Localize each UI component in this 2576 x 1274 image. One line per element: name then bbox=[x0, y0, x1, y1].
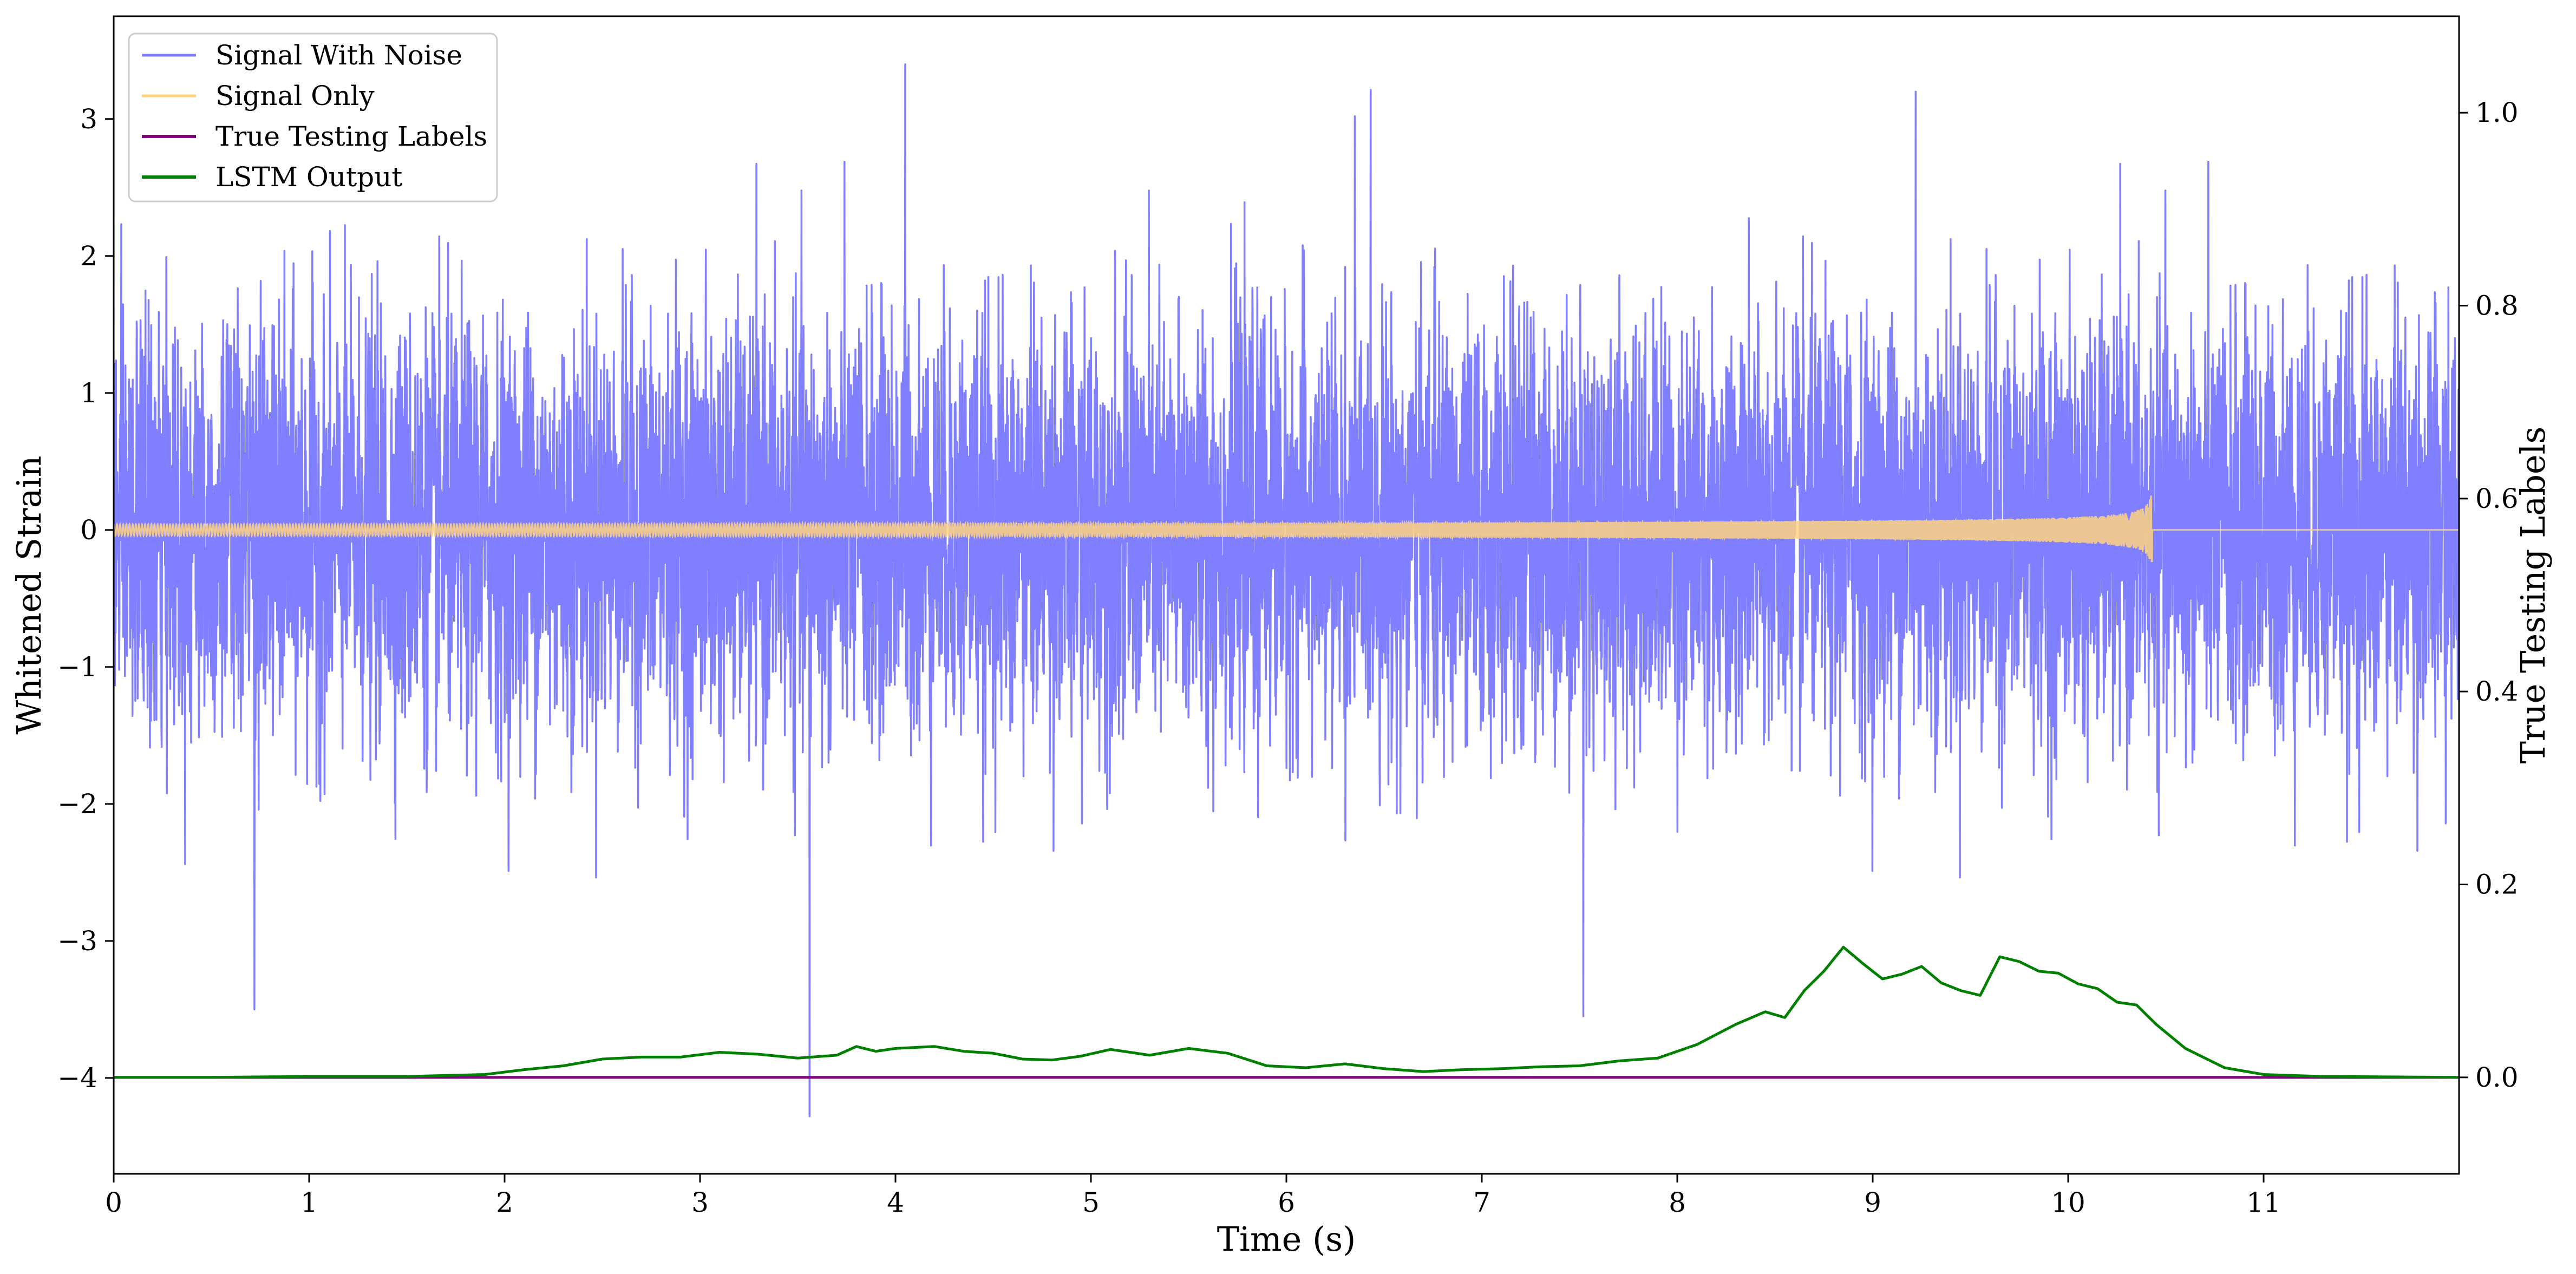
y-axis-right: 0.0 0.2 0.4 0.6 0.8 1.0 bbox=[2459, 97, 2519, 1093]
signal-only-line bbox=[114, 495, 2459, 563]
y-left-tick-label: −3 bbox=[57, 925, 97, 957]
y-axis-right-label: True Testing Labels bbox=[2513, 427, 2553, 764]
x-tick-label: 2 bbox=[496, 1187, 513, 1218]
y-right-tick-label: 0.0 bbox=[2475, 1062, 2519, 1093]
y-axis-left: −4 −3 −2 −1 0 1 2 3 bbox=[57, 103, 114, 1094]
legend-label-signal-with-noise: Signal With Noise bbox=[215, 40, 462, 71]
y-left-tick-label: −4 bbox=[57, 1062, 97, 1094]
x-tick-label: 9 bbox=[1864, 1187, 1881, 1218]
signal-with-noise-line bbox=[114, 63, 2459, 1118]
x-tick-label: 5 bbox=[1082, 1187, 1100, 1218]
y-left-tick-label: 3 bbox=[80, 103, 97, 135]
x-axis: 0 1 2 3 4 5 6 7 8 9 10 11 bbox=[105, 1174, 2281, 1218]
y-axis-left-label: Whitened Strain bbox=[9, 456, 49, 735]
x-tick-label: 3 bbox=[691, 1187, 709, 1218]
x-tick-label: 7 bbox=[1473, 1187, 1490, 1218]
y-right-tick-label: 0.4 bbox=[2475, 676, 2519, 707]
legend-label-lstm-output: LSTM Output bbox=[215, 161, 402, 193]
x-tick-label: 4 bbox=[887, 1187, 904, 1218]
x-tick-label: 1 bbox=[300, 1187, 318, 1218]
lstm-output-line bbox=[114, 945, 2459, 1079]
y-left-tick-label: 0 bbox=[80, 514, 97, 546]
y-right-tick-label: 0.2 bbox=[2475, 869, 2519, 900]
x-tick-label: 8 bbox=[1669, 1187, 1686, 1218]
x-axis-label: Time (s) bbox=[1217, 1219, 1356, 1259]
x-tick-label: 10 bbox=[2051, 1187, 2085, 1218]
legend-box bbox=[128, 32, 498, 202]
x-tick-label: 11 bbox=[2246, 1187, 2281, 1218]
y-left-tick-label: −2 bbox=[57, 788, 97, 820]
y-left-tick-label: 2 bbox=[80, 240, 97, 272]
y-left-tick-label: −1 bbox=[57, 651, 97, 683]
legend-label-true-testing-labels: True Testing Labels bbox=[215, 121, 487, 152]
y-right-tick-label: 0.8 bbox=[2475, 290, 2519, 322]
y-right-tick-label: 1.0 bbox=[2475, 97, 2519, 128]
x-tick-label: 6 bbox=[1278, 1187, 1295, 1218]
plot-area bbox=[114, 63, 2459, 1118]
signal-with-noise-path bbox=[114, 63, 2459, 1118]
lstm-output-path bbox=[114, 945, 2459, 1079]
y-right-tick-label: 0.6 bbox=[2475, 483, 2519, 514]
legend: Signal With Noise Signal Only True Testi… bbox=[128, 32, 498, 202]
legend-label-signal-only: Signal Only bbox=[215, 80, 375, 112]
signal-only-path bbox=[114, 495, 2459, 563]
x-tick-label: 0 bbox=[105, 1187, 122, 1218]
y-left-tick-label: 1 bbox=[80, 377, 97, 409]
